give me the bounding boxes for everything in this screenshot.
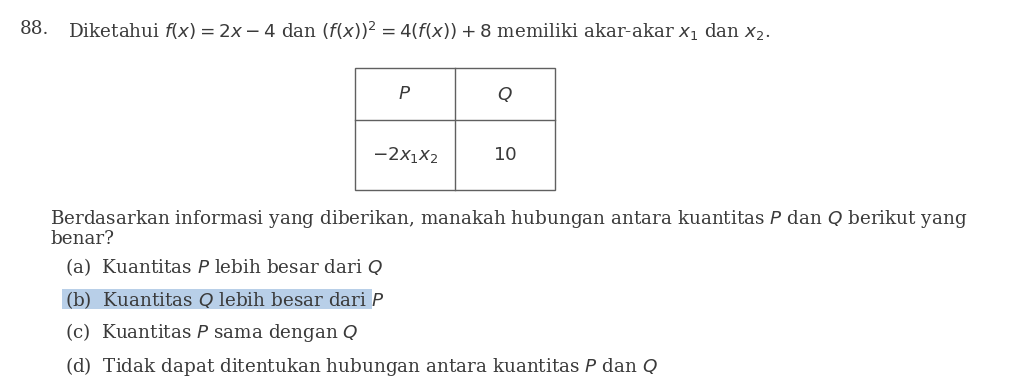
FancyBboxPatch shape (62, 289, 372, 309)
Text: (b)  Kuantitas $Q$ lebih besar dari $P$: (b) Kuantitas $Q$ lebih besar dari $P$ (65, 289, 385, 311)
Text: (c)  Kuantitas $P$ sama dengan $Q$: (c) Kuantitas $P$ sama dengan $Q$ (65, 321, 359, 344)
Text: Berdasarkan informasi yang diberikan, manakah hubungan antara kuantitas $P$ dan : Berdasarkan informasi yang diberikan, ma… (50, 208, 968, 230)
Text: $10$: $10$ (493, 146, 517, 164)
Text: benar?: benar? (50, 230, 114, 248)
Text: $Q$: $Q$ (497, 85, 513, 103)
Text: 88.: 88. (20, 20, 49, 38)
Text: Diketahui $f(x) = 2x - 4$ dan $(f(x))^2 = 4(f(x)) + 8$ memiliki akar-akar $x_1$ : Diketahui $f(x) = 2x - 4$ dan $(f(x))^2 … (68, 20, 770, 43)
Text: $P$: $P$ (399, 85, 411, 103)
Text: (a)  Kuantitas $P$ lebih besar dari $Q$: (a) Kuantitas $P$ lebih besar dari $Q$ (65, 256, 383, 278)
Text: (d)  Tidak dapat ditentukan hubungan antara kuantitas $P$ dan $Q$: (d) Tidak dapat ditentukan hubungan anta… (65, 355, 658, 378)
Text: $-2x_1x_2$: $-2x_1x_2$ (371, 145, 438, 165)
